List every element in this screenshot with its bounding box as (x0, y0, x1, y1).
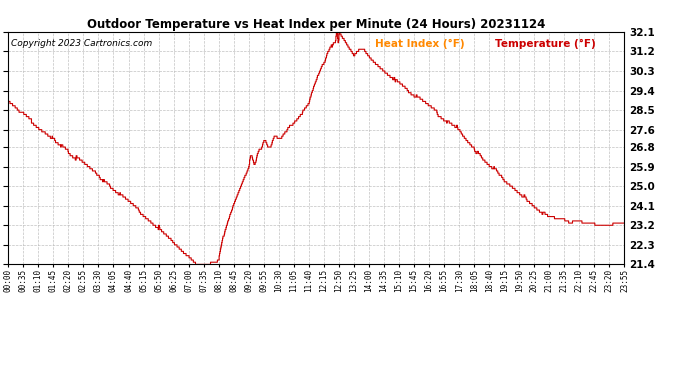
Text: Heat Index (°F): Heat Index (°F) (375, 39, 464, 49)
Text: Temperature (°F): Temperature (°F) (495, 39, 595, 49)
Text: Copyright 2023 Cartronics.com: Copyright 2023 Cartronics.com (11, 39, 152, 48)
Title: Outdoor Temperature vs Heat Index per Minute (24 Hours) 20231124: Outdoor Temperature vs Heat Index per Mi… (87, 18, 546, 31)
